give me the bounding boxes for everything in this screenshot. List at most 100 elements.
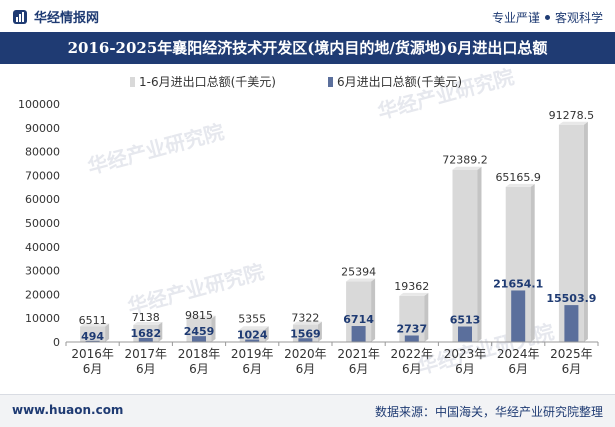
x-tick-label: 2025年 [550, 347, 593, 361]
value-label-june: 1569 [290, 327, 321, 340]
x-axis: 2016年6月2017年6月2018年6月2019年6月2020年6月2021年… [65, 341, 599, 376]
bar-total-h1-side [105, 323, 110, 342]
bar-total-h1-top [133, 322, 163, 326]
y-tick-label: 70000 [25, 169, 60, 182]
chart-title: 2016-2025年襄阳经济技术开发区(境内目的地/货源地)6月进出口总额 [67, 39, 548, 57]
tagline: 专业严谨 客观科学 [492, 9, 603, 26]
x-tick-label: 6月 [242, 362, 262, 376]
bar-total-h1-side [264, 326, 269, 342]
x-tick-label: 6月 [189, 362, 209, 376]
value-label-june: 6513 [450, 313, 481, 326]
x-tick-label: 2017年 [125, 347, 168, 361]
legend-swatch [130, 77, 135, 87]
value-label-june: 1024 [237, 329, 268, 342]
bar-june [85, 340, 100, 342]
x-tick-label: 6月 [296, 362, 316, 376]
value-label-june: 6714 [343, 313, 374, 326]
bar-total-h1-top [292, 321, 322, 325]
y-tick-label: 60000 [25, 193, 60, 206]
x-tick-label: 2021年 [337, 347, 380, 361]
value-label-total: 19362 [394, 280, 429, 293]
top-bar: 华经情报网 专业严谨 客观科学 [0, 0, 615, 32]
bar-total-h1 [292, 324, 318, 342]
x-tick-label: 6月 [508, 362, 528, 376]
x-tick-label: 2016年 [71, 347, 114, 361]
bar-june [245, 339, 260, 342]
x-tick-label: 6月 [349, 362, 369, 376]
y-tick-label: 50000 [25, 217, 60, 230]
brand: 华经情报网 [12, 7, 99, 26]
value-label-june: 1682 [130, 327, 161, 340]
value-label-total: 72389.2 [442, 154, 488, 167]
y-tick-label: 30000 [25, 265, 60, 278]
x-tick-label: 6月 [136, 362, 156, 376]
bar-total-h1-top [399, 292, 429, 296]
value-label-total: 5355 [238, 313, 266, 326]
bars [80, 121, 588, 342]
bar-june [192, 336, 206, 342]
y-tick-label: 10000 [25, 312, 60, 325]
footer-site[interactable]: www.huaon.com [12, 403, 124, 417]
bar-total-h1-side [583, 121, 588, 342]
y-axis: 0 10000 20000 30000 40000 50000 60000 70000 8000… [18, 98, 60, 349]
bar-total-h1-side [211, 315, 216, 342]
bar-total-h1 [239, 329, 265, 342]
dot-icon [544, 15, 550, 20]
legend-label: 1-6月进出口总额(千美元) [139, 75, 276, 89]
legend-swatch [328, 77, 333, 87]
bar-total-h1 [133, 325, 159, 342]
bar-total-h1-side [371, 278, 376, 342]
bar-total-h1-side [477, 166, 482, 342]
bar-total-h1-top [505, 183, 535, 187]
bar-total-h1-side [158, 322, 163, 342]
bar-total-h1-top [80, 323, 110, 327]
tagline-1: 专业严谨 [491, 11, 540, 25]
bar-total-h1 [399, 295, 425, 342]
legend-label: 6月进出口总额(千美元) [337, 75, 462, 89]
y-tick-label: 80000 [25, 146, 60, 159]
bar-june [351, 326, 366, 342]
x-tick-label: 2022年 [391, 347, 434, 361]
value-labels: 6511 494 7138 1682 9815 2459 5355 1024 7322 1569 2… [79, 109, 597, 343]
watermark-text: 华经产业研究院 [375, 64, 516, 123]
bar-june [138, 337, 153, 342]
watermark-text: 华经产业研究院 [85, 119, 226, 178]
x-tick-label: 6月 [83, 362, 103, 376]
bar-total-h1-side [530, 183, 535, 342]
value-label-total: 65165.9 [495, 171, 541, 184]
y-tick-label: 0 [53, 336, 60, 349]
brand-name: 华经情报网 [34, 11, 100, 26]
x-tick-label: 6月 [455, 362, 475, 376]
value-label-june: 21654.1 [493, 277, 543, 290]
x-tick-label: 2020年 [284, 347, 327, 361]
x-tick-label: 6月 [402, 362, 422, 376]
x-tick-label: 2023年 [444, 347, 487, 361]
tagline-2: 客观科学 [554, 11, 603, 25]
bar-total-h1-top [346, 278, 376, 282]
y-tick-label: 100000 [18, 98, 60, 111]
value-label-june: 15503.9 [546, 292, 596, 305]
value-label-total: 7322 [291, 311, 319, 324]
footer: www.huaon.com 数据来源：中国海关，华经产业研究院整理 [0, 394, 615, 427]
value-label-total: 7138 [132, 311, 160, 324]
bar-total-h1 [452, 169, 478, 342]
x-tick-label: 6月 [562, 362, 582, 376]
value-label-total: 9815 [185, 309, 213, 322]
value-label-june: 2459 [184, 325, 215, 338]
bar-total-h1-top [452, 166, 482, 170]
legend: 1-6月进出口总额(千美元) 6月进出口总额(千美元) [130, 75, 462, 89]
x-tick-label: 2018年 [178, 347, 221, 361]
bar-total-h1-side [317, 321, 322, 342]
bar-total-h1 [80, 326, 106, 342]
bar-total-h1-top [239, 326, 269, 330]
bar-june [404, 335, 419, 342]
bar-june [511, 290, 526, 342]
bar-june [298, 338, 313, 342]
bar-june [564, 305, 579, 342]
title-bar: 2016-2025年襄阳经济技术开发区(境内目的地/货源地)6月进出口总额 [0, 32, 615, 64]
footer-source: 数据来源：中国海关，华经产业研究院整理 [374, 405, 603, 419]
x-tick-label: 2024年 [497, 347, 540, 361]
y-tick-label: 40000 [25, 241, 60, 254]
y-tick-label: 20000 [25, 288, 60, 301]
